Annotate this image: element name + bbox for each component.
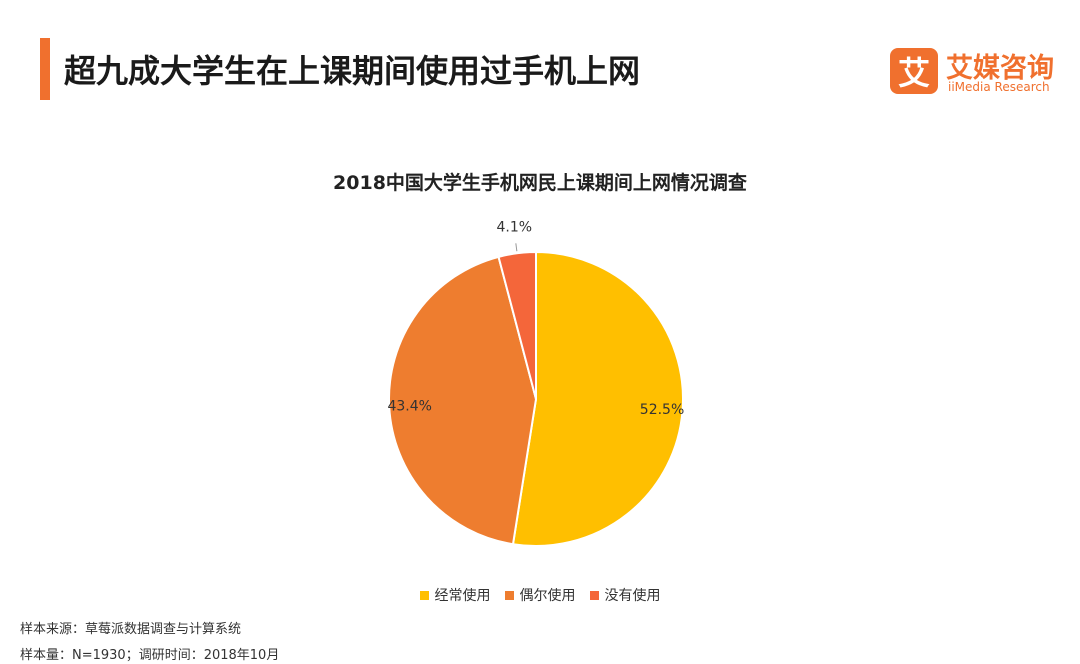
legend-item: 没有使用 [589,585,661,605]
brand-name: 艾媒咨询 [946,53,1054,84]
brand-logo-icon: 艾 [890,48,938,94]
slice-label: 43.4% [387,398,431,414]
pie-slice [388,255,538,546]
pie-slice [511,250,684,547]
label-leader-line [515,243,518,252]
brand-subtitle: iiMedia Research [948,80,1050,94]
footnote-source: 样本来源：草莓派数据调查与计算系统 [20,622,242,637]
legend-item: 偶尔使用 [504,585,576,605]
legend-label: 没有使用 [604,588,661,604]
title-accent-bar [40,38,50,100]
pie-slice [497,250,537,400]
legend-label: 偶尔使用 [519,588,576,604]
brand-logo: 艾 艾媒咨询 iiMedia Research [890,46,1070,98]
legend-item: 经常使用 [419,585,491,605]
page-title: 超九成大学生在上课期间使用过手机上网 [64,52,641,90]
slice-label: 52.5% [640,402,684,418]
slice-label: 4.1% [497,219,533,235]
legend-swatch [504,590,514,600]
footnote-sample: 样本量：N=1930；调研时间：2018年10月 [20,648,280,663]
chart-legend: 经常使用 偶尔使用 没有使用 [0,585,1080,605]
chart-title: 2018中国大学生手机网民上课期间上网情况调查 [333,172,747,194]
legend-label: 经常使用 [434,588,491,604]
legend-swatch [419,590,429,600]
legend-swatch [589,590,599,600]
